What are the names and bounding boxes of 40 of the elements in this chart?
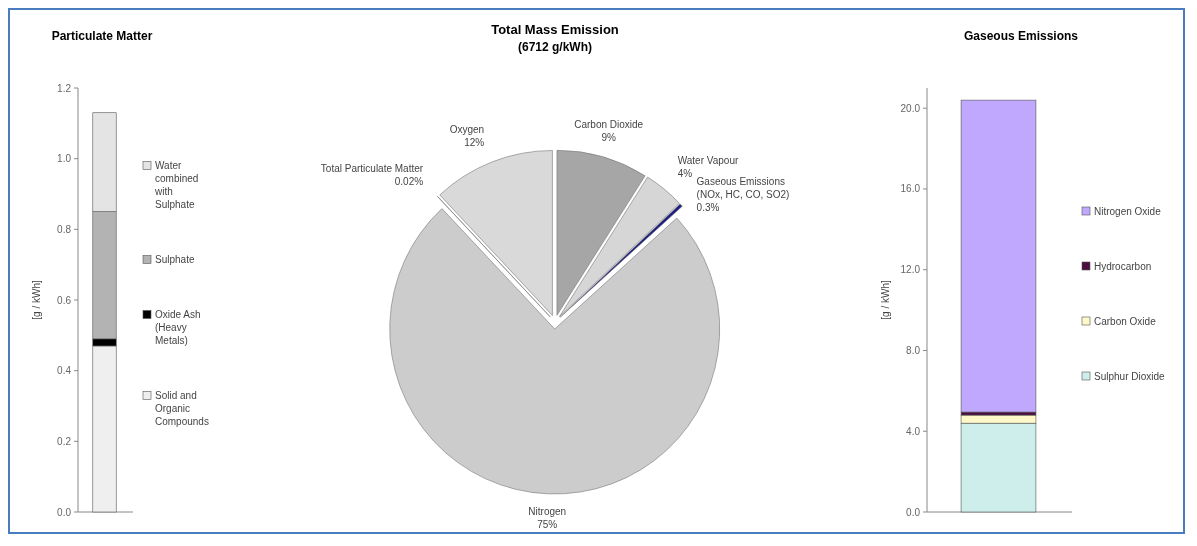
y-tick-label: 0.6 [57, 294, 72, 306]
data-label: 0.02% [394, 176, 424, 188]
data-label: 9% [601, 131, 617, 143]
y-tick-label: 0.0 [57, 506, 72, 518]
y-tick-label: 4.0 [906, 425, 921, 437]
slice-label: Gaseous Emissions (NOx, HC, CO, SO2) [696, 176, 790, 201]
y-tick-label: 0.2 [57, 435, 72, 447]
legend-label: Hydrocarbon [1094, 260, 1152, 272]
legend-label: Carbon Oxide [1094, 315, 1157, 327]
data-label: 0.3% [696, 202, 720, 214]
y-tick-label: 0.0 [906, 506, 921, 518]
y-axis-title: [g / kWh] [880, 280, 891, 320]
y-tick-label: 0.8 [57, 223, 72, 235]
legend-label: Water combined with Sulphate [154, 160, 199, 210]
y-tick-label: 1.0 [57, 153, 72, 165]
legend-label: Solid and Organic Compounds [155, 390, 209, 427]
chart-title: Gaseous Emissions [963, 29, 1079, 43]
y-tick-label: 0.4 [57, 365, 72, 377]
data-label: 75% [537, 518, 558, 530]
slice-label: Total Particulate Matter [320, 163, 424, 175]
slice-label: Water Vapour [677, 155, 739, 167]
y-tick-label: 20.0 [900, 102, 921, 114]
y-tick-label: 16.0 [900, 183, 921, 195]
data-label: 12% [464, 137, 485, 149]
chart-title: Particulate Matter [51, 29, 153, 43]
y-tick-label: 1.2 [57, 82, 72, 94]
y-tick-label: 8.0 [906, 344, 921, 356]
legend-label: Sulphate [155, 254, 195, 265]
legend-label: Nitrogen Oxide [1094, 205, 1162, 217]
bar [960, 99, 1037, 413]
chart-title: Total Mass Emission [491, 22, 619, 37]
legend-label: Sulphur Dioxide [1094, 370, 1166, 382]
slice-label: Oxygen [449, 124, 485, 136]
data-label: 4% [677, 168, 693, 180]
slice-label: Carbon Dioxide [574, 118, 644, 130]
chart-subtitle: (6712 g/kWh) [517, 40, 593, 54]
slice-label: Nitrogen [528, 505, 567, 517]
legend-label: Oxide Ash (Heavy Metals) [155, 309, 201, 346]
y-tick-label: 12.0 [900, 264, 921, 276]
y-axis-title: [g / kWh] [31, 280, 42, 320]
